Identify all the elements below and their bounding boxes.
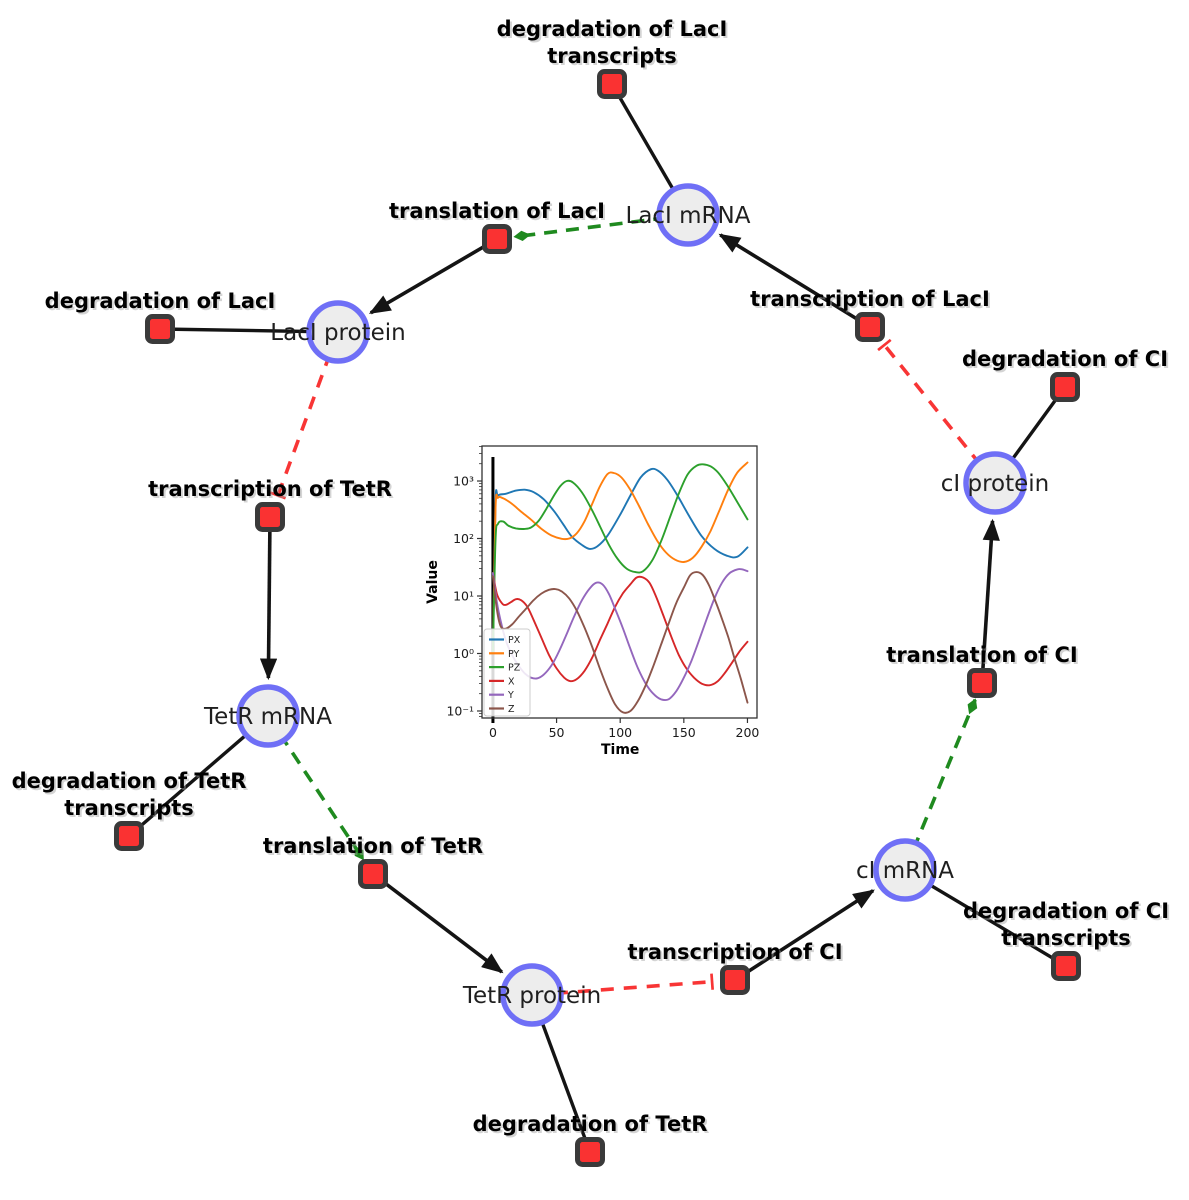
legend-label-PX: PX — [508, 635, 521, 646]
legend-label-X: X — [508, 676, 515, 687]
y-tick-label: 10³ — [453, 474, 474, 489]
y-tick-label: 10⁰ — [453, 646, 474, 661]
reaction-label-deg-laci: degradation of LacI — [45, 289, 276, 313]
reaction-label-line: translation of CI — [886, 643, 1077, 667]
x-tick-label: 50 — [549, 725, 565, 740]
plot-frame — [481, 445, 758, 719]
reaction-label-transcription-tetr: transcription of TetR — [148, 477, 392, 501]
legend-label-PZ: PZ — [508, 663, 521, 674]
reaction-label-translation-laci: translation of LacI — [389, 199, 605, 223]
species-label-tetr-mrna: TetR mRNA — [203, 704, 332, 730]
reaction-label-line: degradation of TetR — [473, 1112, 708, 1136]
reaction-label-line: transcription of CI — [627, 940, 842, 964]
legend-label-PY: PY — [508, 649, 520, 660]
species-node-tetr-mrna — [236, 684, 300, 748]
reaction-node-transcription-ci — [720, 965, 750, 995]
reaction-node-deg-laci-transcripts — [597, 69, 627, 99]
reaction-label-line: translation of LacI — [389, 199, 605, 223]
x-tick-label: 200 — [736, 725, 760, 740]
legend-label-Z: Z — [508, 704, 515, 715]
series-line-PX — [491, 467, 749, 655]
reaction-label-transcription-laci: transcription of LacI — [750, 287, 990, 311]
edge-translation-laci-laci-protein — [368, 237, 498, 315]
edge-transcription-laci-laci-mrna — [718, 233, 871, 329]
y-tick-label: 10¹ — [453, 588, 474, 603]
reaction-label-translation-ci: translation of CI — [886, 643, 1077, 667]
species-node-ci-protein — [963, 451, 1027, 515]
species-node-tetr-protein — [500, 963, 564, 1027]
reaction-node-deg-ci — [1050, 372, 1080, 402]
series-group — [491, 461, 749, 714]
species-node-ci-mrna — [873, 838, 937, 902]
species-label-laci-protein: LacI protein — [270, 320, 405, 346]
series-line-Y — [491, 568, 749, 702]
reaction-label-line: transcription of TetR — [148, 477, 392, 501]
nodes-layer — [114, 69, 1081, 1167]
species-label-ci-protein: cI protein — [941, 471, 1050, 497]
legend-label-Y: Y — [507, 690, 514, 701]
series-line-X — [491, 572, 749, 687]
reaction-label-line: transcripts — [1001, 926, 1131, 950]
legend-box — [483, 628, 531, 717]
reaction-label-line: transcripts — [64, 796, 194, 820]
edge-transcription-tetr-tetr-mrna — [259, 516, 278, 681]
reaction-node-translation-ci — [967, 668, 997, 698]
edge-translation-ci-ci-protein — [980, 518, 1000, 684]
reaction-label-deg-tetr: degradation of TetR — [473, 1112, 708, 1136]
reaction-label-deg-tetr-transcripts: degradation of TetR transcripts — [12, 769, 247, 820]
series-line-PZ — [491, 463, 749, 655]
reaction-node-transcription-laci — [855, 312, 885, 342]
y-axis-title: Value — [425, 560, 441, 604]
reaction-label-line: degradation of LacI — [497, 17, 728, 41]
x-tick-label: 0 — [489, 725, 497, 740]
reaction-node-deg-tetr — [575, 1137, 605, 1167]
reaction-label-line: degradation of CI — [962, 347, 1168, 371]
reaction-label-transcription-ci: transcription of CI — [627, 940, 842, 964]
x-tick-label: 150 — [672, 725, 696, 740]
species-node-laci-protein — [306, 300, 370, 364]
series-line-PY — [491, 461, 749, 655]
reaction-node-deg-laci — [145, 314, 175, 344]
reaction-label-deg-laci-transcripts: degradation of LacI transcripts — [497, 17, 728, 68]
edge-translation-tetr-tetr-protein — [371, 872, 504, 974]
species-label-laci-mrna: LacI mRNA — [626, 203, 751, 229]
x-axis-title: Time — [601, 742, 639, 758]
reaction-node-deg-ci-transcripts — [1051, 951, 1081, 981]
reaction-label-line: transcripts — [547, 44, 677, 68]
chart-legend: PX PY PZ XYZ — [483, 628, 531, 717]
reaction-label-line: transcription of LacI — [750, 287, 990, 311]
reaction-node-translation-tetr — [358, 859, 388, 889]
reaction-label-line: degradation of CI — [963, 899, 1169, 923]
reaction-label-line: degradation of LacI — [45, 289, 276, 313]
reaction-node-translation-laci — [482, 224, 512, 254]
species-label-ci-mrna: cI mRNA — [856, 858, 954, 884]
y-tick-label: 10⁻¹ — [446, 703, 474, 718]
reaction-label-line: translation of TetR — [263, 834, 483, 858]
species-node-laci-mrna — [656, 183, 720, 247]
edge-transcription-ci-ci-mrna — [734, 889, 875, 982]
reaction-label-deg-ci-transcripts: degradation of CI transcripts — [963, 899, 1169, 950]
reaction-node-transcription-tetr — [255, 502, 285, 532]
y-tick-label: 10² — [453, 531, 474, 546]
species-label-tetr-protein: TetR protein — [462, 983, 601, 1009]
reaction-label-deg-ci: degradation of CI — [962, 347, 1168, 371]
series-line-Z — [491, 571, 749, 714]
x-tick-label: 100 — [608, 725, 632, 740]
reaction-node-deg-tetr-transcripts — [114, 821, 144, 851]
reaction-label-line: degradation of TetR — [12, 769, 247, 793]
labels-layer: LacI mRNA LacI protein TetR mRNA TetR prote… — [12, 17, 1169, 1136]
reaction-label-translation-tetr: translation of TetR — [263, 834, 483, 858]
